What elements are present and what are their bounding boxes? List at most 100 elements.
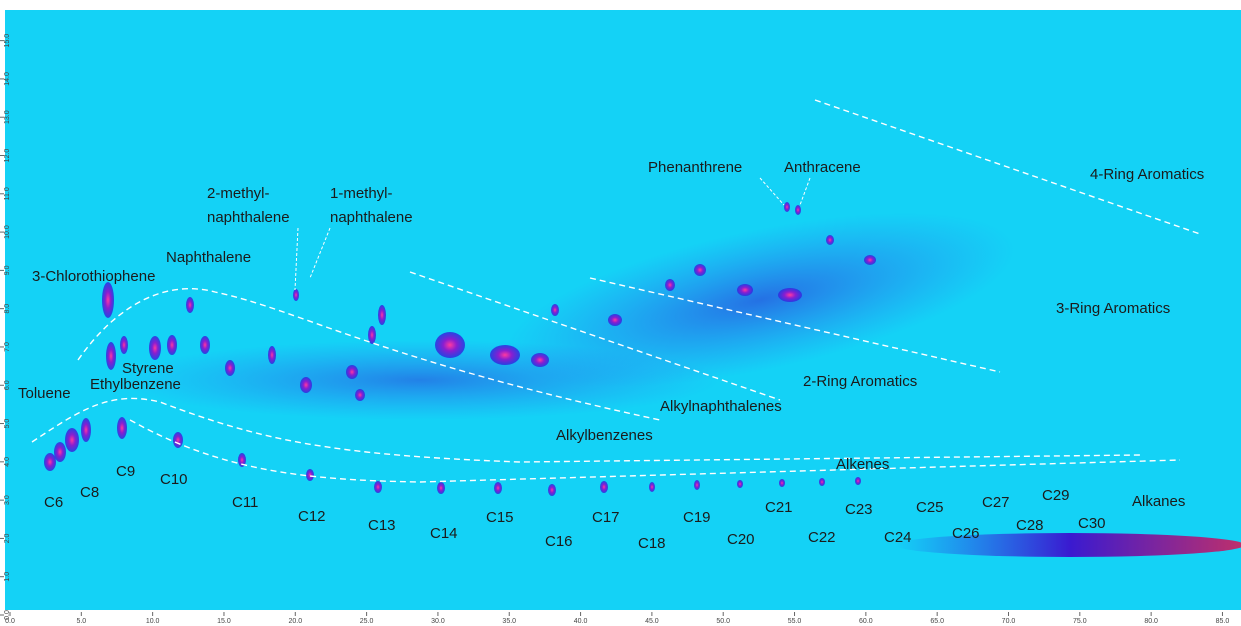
x-tick-label: 10.0 [146, 618, 160, 625]
x-tick-label: 85.0 [1216, 618, 1230, 625]
x-tick-label: 80.0 [1144, 618, 1158, 625]
annotation: Alkanes [1132, 493, 1185, 510]
chromatogram: TolueneC6C8C9C10C11C12C13C14C15C16C17C18… [0, 0, 1241, 626]
x-tick-label: 45.0 [645, 618, 659, 625]
y-tick-label: 10.0 [4, 225, 11, 239]
x-tick-label: 70.0 [1002, 618, 1016, 625]
peak [795, 205, 801, 215]
x-tick-label: 30.0 [431, 618, 445, 625]
annotation: C8 [80, 484, 99, 501]
annotation: C15 [486, 509, 514, 526]
annotation: C23 [845, 501, 873, 518]
x-tick-label: 25.0 [360, 618, 374, 625]
annotation: 1-methyl- [330, 185, 393, 202]
annotation: C16 [545, 533, 573, 550]
peak [374, 481, 382, 493]
y-tick-label: 3.0 [4, 495, 11, 505]
x-tick-label: 20.0 [288, 618, 302, 625]
peak [225, 360, 235, 376]
y-tick-label: 7.0 [4, 342, 11, 352]
peak [548, 484, 556, 496]
x-tick-label: 5.0 [76, 618, 86, 625]
x-tick-label: 15.0 [217, 618, 231, 625]
x-tick-label: 60.0 [859, 618, 873, 625]
peak [855, 477, 861, 485]
annotation: C24 [884, 529, 912, 546]
peak [186, 297, 194, 313]
y-tick-label: 2.0 [4, 533, 11, 543]
annotation: naphthalene [330, 209, 413, 226]
annotation: 2-Ring Aromatics [803, 373, 917, 390]
peak [106, 342, 116, 370]
y-tick-label: 11.0 [4, 187, 11, 200]
peak [293, 289, 299, 301]
y-tick-label: 6.0 [4, 380, 11, 390]
peak [551, 304, 559, 316]
peak [694, 264, 706, 276]
annotation: 3-Chlorothiophene [32, 268, 155, 285]
peak [737, 480, 743, 488]
annotation: Styrene [122, 360, 174, 377]
peak [737, 284, 753, 296]
peak [600, 481, 608, 493]
peak [531, 353, 549, 367]
peak [167, 335, 177, 355]
peak [149, 336, 161, 360]
peak [694, 480, 700, 490]
peak [117, 417, 127, 439]
x-tick-label: 75.0 [1073, 618, 1087, 625]
annotation: C27 [982, 494, 1010, 511]
peak [200, 336, 210, 354]
peak [65, 428, 79, 452]
annotation: C14 [430, 525, 458, 542]
peak [120, 336, 128, 354]
peak [665, 279, 675, 291]
annotation: Alkenes [836, 456, 889, 473]
annotation: C26 [952, 525, 980, 542]
peak [268, 346, 276, 364]
annotation: C29 [1042, 487, 1070, 504]
y-tick-label: 9.0 [4, 265, 11, 275]
y-tick-label: 5.0 [4, 419, 11, 429]
annotation: C30 [1078, 515, 1106, 532]
peak [778, 288, 802, 302]
annotation: 3-Ring Aromatics [1056, 300, 1170, 317]
peak [44, 453, 56, 471]
annotation: C6 [44, 494, 63, 511]
annotation: Toluene [18, 385, 71, 402]
annotation: Alkylnaphthalenes [660, 398, 782, 415]
y-tick-label: 12.0 [4, 149, 11, 163]
peak [784, 202, 790, 212]
peak [608, 314, 622, 326]
y-tick-label: 1.0 [4, 572, 11, 582]
annotation: Anthracene [784, 159, 861, 176]
peak [494, 482, 502, 494]
annotation: Alkylbenzenes [556, 427, 653, 444]
annotation: C10 [160, 471, 188, 488]
annotation: C21 [765, 499, 793, 516]
annotation: C13 [368, 517, 396, 534]
annotation: C19 [683, 509, 711, 526]
peak [437, 482, 445, 494]
annotation: C9 [116, 463, 135, 480]
peak [378, 305, 386, 325]
peak [346, 365, 358, 379]
peak [819, 478, 825, 486]
x-tick-label: 55.0 [788, 618, 802, 625]
annotation: Phenanthrene [648, 159, 742, 176]
annotation: 2-methyl- [207, 185, 270, 202]
peak [649, 482, 655, 492]
x-tick-label: 35.0 [502, 618, 516, 625]
x-tick-label: 65.0 [930, 618, 944, 625]
annotation: C12 [298, 508, 326, 525]
peak [864, 255, 876, 265]
y-tick-label: 8.0 [4, 304, 11, 314]
annotation: C20 [727, 531, 755, 548]
y-tick-label: 4.0 [4, 457, 11, 467]
peak [826, 235, 834, 245]
annotation: C22 [808, 529, 836, 546]
annotation: C17 [592, 509, 620, 526]
annotation: naphthalene [207, 209, 290, 226]
peak [435, 332, 465, 358]
peak [54, 442, 66, 462]
